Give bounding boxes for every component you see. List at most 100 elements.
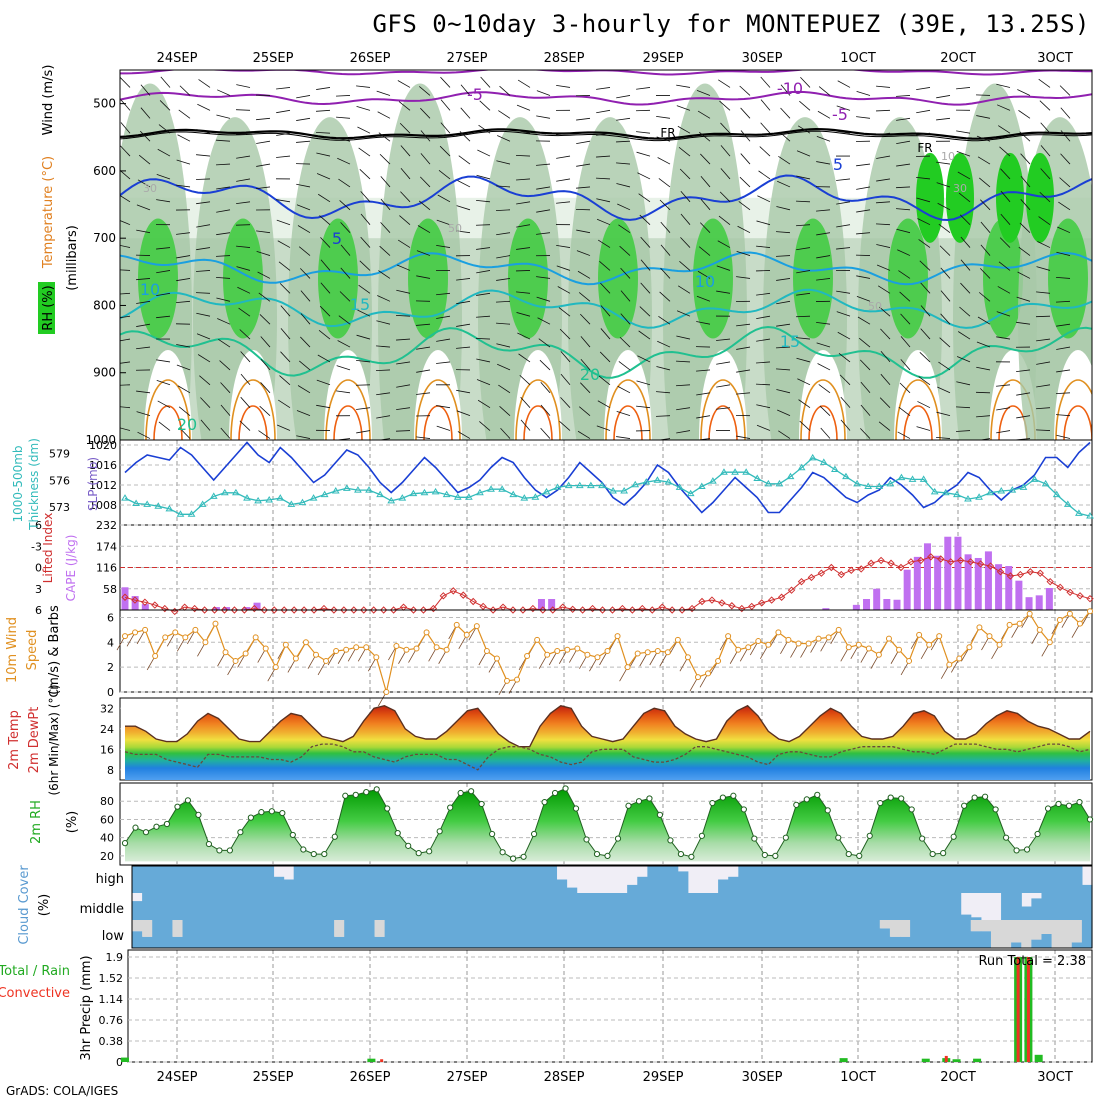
wind-barb <box>600 305 611 317</box>
top-date-label: 30SEP <box>742 51 783 66</box>
wind-barb <box>776 323 791 327</box>
cape-bar <box>1035 595 1043 610</box>
wind-barb <box>1035 315 1051 318</box>
wind-barb <box>780 107 791 119</box>
wind-barb <box>236 178 251 182</box>
cloud-cover-bar <box>222 920 234 948</box>
wind-barb <box>796 337 811 340</box>
wind-barb <box>1056 392 1071 395</box>
wind-barb <box>460 107 471 119</box>
wind-barb <box>458 155 471 165</box>
wind-barb <box>1016 369 1031 372</box>
cloud-clear-bar <box>1061 920 1073 948</box>
thickness-line <box>124 457 1091 517</box>
wind-barb <box>876 244 891 248</box>
cloud-cover-bar <box>950 920 962 948</box>
wind-barb <box>636 151 651 157</box>
temp-contour-25 <box>895 379 941 440</box>
rh-point <box>625 802 632 809</box>
wind-barb <box>678 147 691 157</box>
cloud-cover-bar <box>738 920 750 948</box>
contour-label: 50 <box>868 300 882 313</box>
contour-label: 15 <box>350 295 370 314</box>
rh-point <box>268 808 275 815</box>
rh-point <box>499 849 506 856</box>
wind-barb <box>738 201 751 211</box>
wind-barb <box>336 365 351 371</box>
wind-barb <box>716 338 731 341</box>
wind-barb <box>300 290 311 302</box>
cape-tick-label: 232 <box>96 519 117 532</box>
rh-point <box>300 846 307 853</box>
pressure-tick-label: 800 <box>93 298 116 312</box>
wind-barb <box>379 153 391 165</box>
wind-speed-point <box>684 654 691 661</box>
wind-barb <box>515 154 531 157</box>
wind-barb <box>697 270 711 279</box>
wind-barb <box>840 396 851 408</box>
wind-axis-title-1: 10m Wind <box>5 617 20 683</box>
wind-barb <box>476 379 491 386</box>
lifted-index-point <box>131 596 139 604</box>
wind-barb <box>256 163 271 167</box>
wind-barb <box>176 344 191 348</box>
wind-speed-point <box>262 645 269 652</box>
wind-barb <box>136 346 151 350</box>
wind-barb <box>538 338 551 348</box>
cloud-cover-bar <box>233 920 244 948</box>
cloud-cover-bar <box>869 893 881 920</box>
wind-barb <box>736 346 751 350</box>
wind-barb <box>496 185 511 188</box>
lifted-index-point <box>260 606 268 614</box>
temp-tick-label: 24 <box>100 723 114 736</box>
cloud-cover-bar <box>960 920 972 948</box>
wind-barb <box>896 140 911 145</box>
wind-speed-point <box>152 652 159 659</box>
wind-speed-point <box>765 641 772 648</box>
rh-point <box>856 852 863 859</box>
rh-core <box>1026 152 1054 243</box>
rh-point <box>1002 834 1010 841</box>
cloud-cover-bar <box>354 866 366 893</box>
cape-tick-label: 58 <box>103 583 117 596</box>
wind-barb <box>158 124 171 134</box>
wind-barb <box>497 135 511 142</box>
wind-barb <box>580 336 591 348</box>
cloud-cover-bar <box>586 920 598 948</box>
wind-barb <box>436 315 451 319</box>
cape-bar <box>141 604 149 610</box>
wind-speed-point <box>956 655 963 662</box>
cloud-cover-bar <box>485 920 497 948</box>
wind-barb <box>296 435 311 439</box>
contour-15C <box>120 288 1092 329</box>
wind-barb <box>477 399 491 409</box>
wind-barb <box>195 292 211 294</box>
bottom-date-label: 24SEP <box>157 1070 198 1085</box>
cloud-cover-bar <box>273 876 285 893</box>
wind-barb <box>358 147 371 157</box>
wind-barb <box>639 306 651 317</box>
precip-total-bar <box>1034 1054 1043 1062</box>
wind-barb <box>320 282 331 294</box>
rh-point <box>583 836 590 843</box>
cloud-cover-bar <box>667 920 679 948</box>
rh-point <box>887 794 894 801</box>
slp-tick-label: 1012 <box>89 479 117 492</box>
wind-barb <box>836 105 851 111</box>
wind-barb <box>975 94 991 96</box>
cloud-cover-bar <box>394 920 406 948</box>
cloud-cover-bar <box>879 866 891 893</box>
wind-barb <box>516 201 531 205</box>
wind-barb <box>739 85 751 96</box>
wind-barb <box>156 247 171 250</box>
cloud-cover-bar <box>788 866 800 893</box>
wind-barb <box>438 169 451 180</box>
lifted-index-point <box>807 573 816 582</box>
wind-barb <box>1058 201 1071 211</box>
wind-barb <box>176 184 191 188</box>
wind-barb <box>316 109 331 112</box>
precip-tick-label: 1.9 <box>106 951 124 964</box>
lifted-index-point <box>190 604 199 613</box>
thickness-point <box>287 500 296 507</box>
